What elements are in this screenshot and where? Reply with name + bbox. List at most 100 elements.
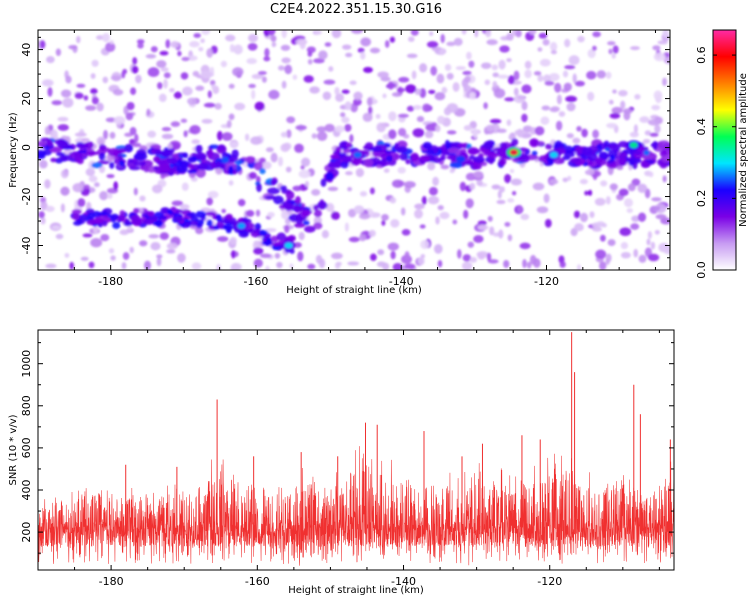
heatmap-cell bbox=[577, 35, 585, 43]
heatmap-cell bbox=[463, 84, 472, 93]
heatmap-cell bbox=[221, 132, 233, 141]
heatmap-cell bbox=[334, 159, 342, 169]
heatmap-cell bbox=[362, 112, 373, 122]
heatmap-cell bbox=[99, 144, 107, 151]
heatmap-cell bbox=[208, 144, 220, 150]
colorbar-label: Normalized spectral amplitude bbox=[738, 73, 749, 227]
heatmap-cell bbox=[533, 71, 542, 76]
heatmap-y-tick-label: 40 bbox=[20, 43, 33, 57]
heatmap-cell bbox=[290, 204, 303, 212]
heatmap-cell bbox=[166, 157, 178, 165]
heatmap-cell bbox=[555, 120, 563, 131]
heatmap-cell bbox=[214, 103, 222, 110]
heatmap-cell bbox=[342, 44, 352, 50]
heatmap-cell bbox=[507, 198, 515, 203]
heatmap-cell bbox=[605, 253, 612, 263]
heatmap-cell bbox=[485, 124, 496, 132]
heatmap-cell bbox=[529, 138, 539, 148]
heatmap-cell bbox=[462, 254, 472, 262]
heatmap-cell bbox=[564, 38, 571, 48]
heatmap-cell bbox=[404, 263, 416, 270]
heatmap-cell bbox=[532, 182, 545, 191]
heatmap-cell bbox=[55, 233, 64, 240]
heatmap-cell bbox=[118, 160, 125, 167]
heatmap-cell bbox=[640, 161, 650, 168]
heatmap-cell bbox=[133, 207, 140, 214]
heatmap-cell bbox=[110, 213, 119, 221]
heatmap-cell bbox=[632, 150, 642, 155]
heatmap-cell bbox=[544, 80, 555, 86]
heatmap-cell bbox=[662, 30, 670, 38]
heatmap-cell bbox=[388, 129, 397, 140]
heatmap-cell bbox=[55, 48, 62, 57]
heatmap-cell bbox=[646, 238, 651, 246]
heatmap-cell bbox=[309, 86, 320, 94]
heatmap-cell bbox=[247, 42, 258, 51]
heatmap-cell bbox=[465, 198, 474, 209]
snr-x-tick-label: -180 bbox=[99, 575, 124, 588]
heatmap-cell bbox=[244, 133, 250, 142]
heatmap-cell bbox=[193, 33, 201, 38]
heatmap-cell bbox=[68, 151, 82, 159]
heatmap-cell bbox=[347, 186, 353, 192]
heatmap-cell bbox=[190, 220, 198, 227]
heatmap-cell bbox=[534, 126, 545, 136]
heatmap-cell bbox=[397, 146, 408, 153]
heatmap-cell bbox=[452, 82, 460, 92]
heatmap-cell bbox=[609, 183, 618, 191]
heatmap-cell bbox=[44, 179, 51, 189]
heatmap-cell bbox=[55, 152, 66, 157]
colorbar-tick-label: 0.4 bbox=[695, 118, 708, 136]
heatmap-cell bbox=[467, 241, 475, 248]
heatmap-cell bbox=[612, 89, 617, 94]
heatmap-cell bbox=[469, 256, 478, 263]
heatmap-cell bbox=[506, 58, 512, 63]
heatmap-cell bbox=[121, 71, 126, 79]
heatmap-cell bbox=[170, 41, 180, 48]
heatmap-cell bbox=[630, 223, 640, 230]
heatmap-cell bbox=[477, 224, 489, 231]
heatmap-cell bbox=[386, 83, 397, 88]
heatmap-cell bbox=[576, 125, 582, 132]
heatmap-cell bbox=[207, 90, 212, 99]
heatmap-cell bbox=[231, 149, 239, 159]
heatmap-cell bbox=[400, 207, 406, 216]
heatmap-cell bbox=[658, 140, 670, 150]
heatmap-cell bbox=[416, 116, 425, 123]
heatmap-cell bbox=[491, 184, 501, 190]
heatmap-cell bbox=[652, 140, 658, 150]
heatmap-cell bbox=[155, 219, 163, 228]
heatmap-cell bbox=[541, 105, 551, 111]
snr-y-ticks: 200 400 600 800 1000 bbox=[20, 342, 674, 554]
heatmap-cell bbox=[109, 40, 114, 45]
heatmap-cell bbox=[398, 76, 410, 83]
heatmap-cell bbox=[150, 46, 158, 53]
heatmap-cell bbox=[160, 67, 169, 72]
heatmap-cell bbox=[217, 144, 226, 152]
heatmap-cell bbox=[127, 158, 134, 163]
heatmap-cell bbox=[549, 41, 558, 52]
heatmap-cell bbox=[294, 143, 304, 153]
heatmap-cell bbox=[612, 45, 619, 54]
heatmap-cell bbox=[432, 176, 439, 187]
heatmap-cell bbox=[278, 65, 285, 71]
heatmap-cell bbox=[455, 155, 466, 163]
heatmap-cell bbox=[102, 76, 109, 84]
heatmap-cell bbox=[72, 212, 80, 221]
heatmap-cell bbox=[630, 46, 640, 51]
heatmap-cell bbox=[147, 67, 160, 78]
heatmap-cell bbox=[341, 89, 350, 94]
heatmap-cell bbox=[324, 123, 335, 133]
heatmap-cell bbox=[659, 161, 668, 169]
heatmap-cell bbox=[620, 251, 631, 259]
heatmap-cell bbox=[611, 106, 623, 114]
snr-y-axis-label: SNR (10 * v/v) bbox=[8, 414, 19, 485]
heatmap-cell bbox=[472, 128, 478, 139]
heatmap-cell bbox=[461, 261, 473, 270]
heatmap-cell bbox=[638, 254, 647, 263]
heatmap-cell bbox=[376, 122, 386, 133]
heatmap-cell bbox=[427, 162, 436, 171]
heatmap-cell bbox=[47, 87, 53, 97]
heatmap-cell bbox=[437, 259, 443, 268]
heatmap-cell bbox=[99, 190, 108, 201]
